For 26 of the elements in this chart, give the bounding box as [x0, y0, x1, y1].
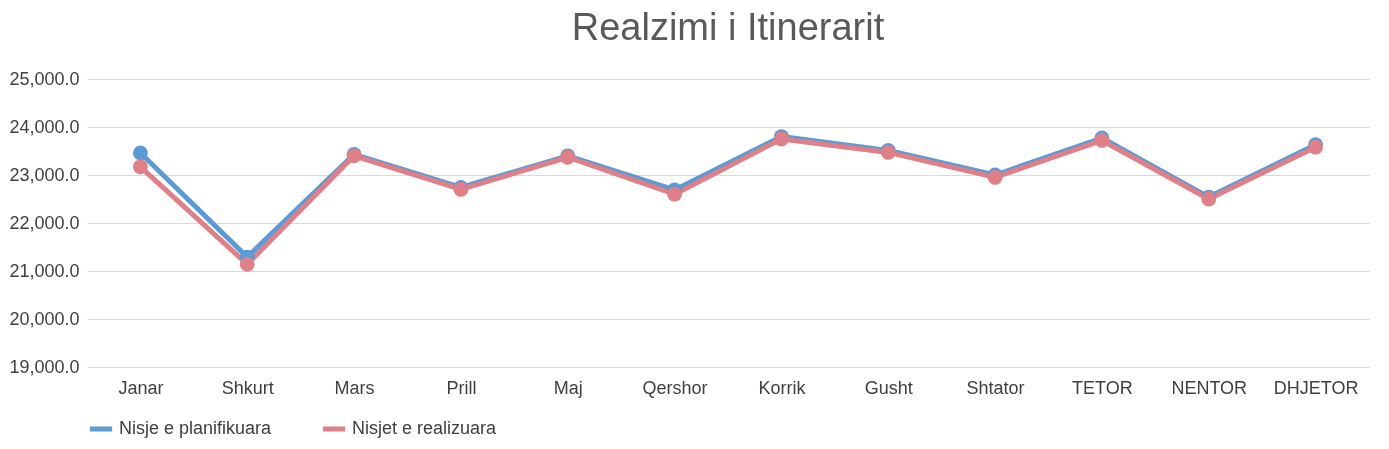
y-tick-label: 24,000.0 [9, 116, 80, 137]
y-tick-label: 22,000.0 [9, 212, 80, 233]
point [239, 256, 255, 272]
x-tick-label: TETOR [1072, 377, 1133, 398]
y-tick-label: 23,000.0 [9, 164, 80, 185]
x-tick-label: Prill [446, 377, 477, 398]
x-tick-label: Janar [118, 377, 164, 398]
y-tick-label: 19,000.0 [9, 356, 80, 377]
point [133, 159, 148, 175]
legend-label: Nisje e planifikuara [119, 418, 273, 438]
x-tick-label: Korrik [758, 377, 807, 398]
x-tick-label: Shtator [966, 377, 1025, 398]
chart-title: Realzimi i Itinerarit [571, 6, 885, 48]
point [667, 186, 682, 202]
x-tick-label: Gusht [864, 377, 913, 398]
x-tick-label: Mars [334, 377, 375, 398]
x-tick-label: NENTOR [1171, 377, 1248, 398]
x-tick-label: Shkurt [221, 377, 274, 398]
x-tick-label: Maj [553, 377, 583, 398]
legend-label: Nisjet e realizuara [352, 418, 498, 438]
y-tick-label: 20,000.0 [9, 308, 80, 329]
point [133, 145, 148, 161]
x-tick-label: DHJETOR [1273, 377, 1359, 398]
x-tick-label: Qershor [642, 377, 708, 398]
y-tick-label: 25,000.0 [9, 68, 80, 89]
y-tick-label: 21,000.0 [9, 260, 80, 281]
